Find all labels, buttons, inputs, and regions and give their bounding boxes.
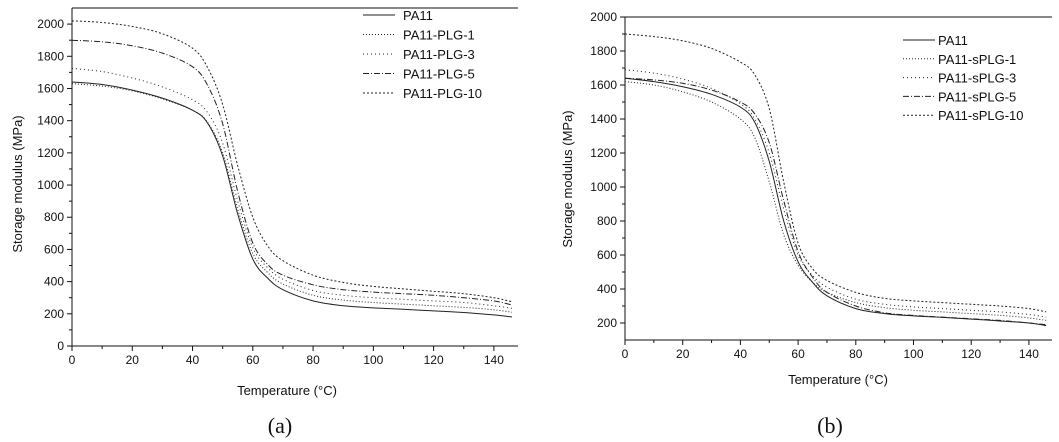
y-tick-label: 1600 — [590, 78, 617, 92]
axes-b — [624, 16, 1052, 341]
y-tick-label: 2000 — [37, 17, 64, 31]
x-tick-label: 140 — [1019, 347, 1039, 361]
y-tick-label: 800 — [44, 210, 64, 224]
x-tick-label: 60 — [791, 347, 805, 361]
x-tick-label: 0 — [69, 353, 76, 367]
y-tick-label: 400 — [597, 282, 617, 296]
plot-lines-a — [71, 20, 513, 318]
y-tick-label: 600 — [44, 242, 64, 256]
x-tick-label: 40 — [186, 353, 200, 367]
panel-label-a: (a) — [268, 413, 292, 438]
y-tick-label: 200 — [44, 307, 64, 321]
x-tick-label: 140 — [484, 353, 504, 367]
x-tick-label: 80 — [306, 353, 320, 367]
x-tick-label: 100 — [363, 353, 383, 367]
legend-label-b-5: PA11-sPLG-10 — [938, 108, 1024, 123]
x-tick-label: 120 — [961, 347, 981, 361]
series-line-b-2 — [624, 81, 1047, 321]
legend-label-b-1: PA11 — [938, 33, 968, 48]
y-axis-title-b: Storage modulus (MPa) — [560, 110, 575, 247]
y-tick-label: 0 — [57, 339, 64, 353]
legend-b: PA11 PA11-sPLG-1 PA11-sPLG-3 PA11-sPLG-5 PA1… — [903, 33, 1024, 123]
legend-label-a-4: PA11-PLG-5 — [403, 67, 475, 82]
y-tick-label: 2000 — [590, 10, 617, 24]
series-line-a-3 — [71, 67, 513, 309]
ticks-a: 0 20 40 60 80 100 120 1400200400600800100012001… — [37, 17, 504, 367]
axes-a — [71, 7, 518, 347]
x-tick-label: 0 — [622, 347, 629, 361]
y-tick-label: 1800 — [590, 44, 617, 58]
chart-panel-a: 0 20 40 60 80 100 120 1400200400600800100012001… — [10, 7, 518, 438]
legend-label-a-3: PA11-PLG-3 — [403, 47, 475, 62]
x-tick-label: 20 — [126, 353, 140, 367]
y-tick-label: 200 — [597, 316, 617, 330]
ticks-b: 0 20 40 60 80 100 120 140 200 400 600 800 1000 1200 14… — [590, 10, 1039, 361]
x-axis-title-a: Temperature (°C) — [237, 383, 337, 398]
legend-label-b-4: PA11-sPLG-5 — [938, 89, 1016, 104]
y-tick-label: 1200 — [37, 146, 64, 160]
y-tick-label: 600 — [597, 248, 617, 262]
x-tick-label: 100 — [903, 347, 923, 361]
x-tick-label: 80 — [849, 347, 863, 361]
y-tick-label: 1800 — [37, 49, 64, 63]
series-line-a-1 — [71, 81, 513, 318]
plot-lines-b — [624, 33, 1047, 327]
x-tick-label: 40 — [734, 347, 748, 361]
legend-label-b-3: PA11-sPLG-3 — [938, 71, 1016, 86]
y-tick-label: 1600 — [37, 81, 64, 95]
y-tick-label: 1000 — [37, 178, 64, 192]
legend-label-a-1: PA11 — [403, 8, 433, 23]
chart-panel-b: 0 20 40 60 80 100 120 140 200 400 600 800 1000 1200 14… — [560, 10, 1052, 438]
y-tick-label: 800 — [597, 214, 617, 228]
legend-label-b-2: PA11-sPLG-1 — [938, 52, 1016, 67]
y-tick-label: 400 — [44, 275, 64, 289]
y-tick-label: 1000 — [590, 180, 617, 194]
y-axis-title-a: Storage modulus (MPa) — [10, 115, 25, 252]
x-tick-label: 20 — [676, 347, 690, 361]
series-line-b-5 — [624, 33, 1047, 313]
x-axis-title-b: Temperature (°C) — [788, 372, 888, 387]
y-tick-label: 1400 — [590, 112, 617, 126]
y-tick-label: 1400 — [37, 114, 64, 128]
series-line-b-4 — [624, 77, 1047, 326]
x-tick-label: 120 — [424, 353, 444, 367]
legend-label-a-2: PA11-PLG-1 — [403, 28, 475, 43]
y-tick-label: 1200 — [590, 146, 617, 160]
x-tick-label: 60 — [246, 353, 260, 367]
legend-a: PA11 PA11-PLG-1 PA11-PLG-3 PA11-PLG-5 PA11-P… — [363, 8, 482, 101]
panel-label-b: (b) — [817, 413, 843, 438]
series-line-b-3 — [624, 69, 1047, 318]
series-line-a-4 — [71, 39, 513, 306]
legend-label-a-5: PA11-PLG-10 — [403, 86, 482, 101]
